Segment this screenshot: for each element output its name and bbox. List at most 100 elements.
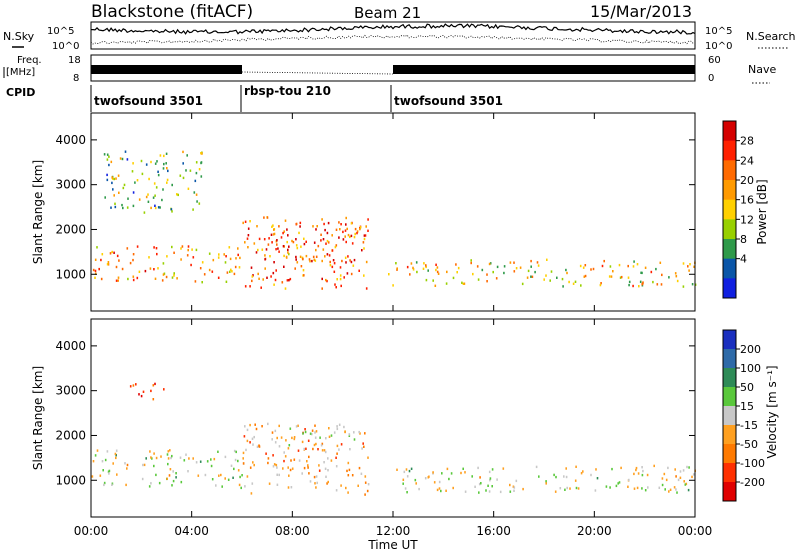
echo-early-band-76	[199, 460, 202, 463]
echo-late-band-54	[455, 263, 457, 266]
echo-late-band-31	[605, 485, 608, 488]
echo-midday-main-27	[363, 445, 365, 448]
echo-late-band-94	[569, 487, 571, 490]
echo-midday-main-28	[291, 467, 294, 470]
echo-midday-main-128	[251, 275, 254, 278]
echo-early-band-15	[92, 460, 95, 463]
echo-early-band-79	[142, 463, 144, 467]
echo-midday-main-60	[245, 448, 247, 452]
echo-late-band-82	[561, 277, 564, 281]
echo-rising-arc-26	[295, 255, 297, 259]
ytick-label-2: 2000	[55, 222, 86, 236]
echo-midday-main-101	[250, 492, 253, 495]
echo-far-patch-86	[156, 160, 158, 163]
echo-far-patch-57	[112, 188, 114, 191]
echo-late-band-58	[683, 480, 685, 483]
echo-far-patch-85	[118, 191, 120, 194]
echo-far-patch-65	[201, 152, 203, 155]
cpid-segment-2: rbsp-tou 210	[244, 84, 331, 98]
echo-late-band-100	[575, 465, 577, 468]
echo-far-patch-0	[131, 170, 134, 173]
echo-midday-main-81	[325, 475, 327, 478]
echo-midday-main-93	[342, 230, 344, 234]
echo-early-band-90	[210, 464, 213, 468]
echo-midday-main-137	[263, 216, 265, 219]
echo-midday-main-141	[274, 278, 277, 282]
echo-midday-main-74	[266, 216, 269, 219]
echo-late-band-120	[635, 468, 637, 472]
echo-early-band-53	[218, 253, 220, 256]
echo-far-patch-49	[115, 177, 117, 180]
echo-early-band-27	[163, 272, 166, 275]
echo-far-patch-101	[157, 170, 159, 173]
echo-late-band-35	[685, 482, 688, 486]
velocity-ylabel: Slant Range [km]	[31, 366, 45, 470]
colorbar-segment-3	[723, 180, 736, 201]
echo-late-band-101	[601, 264, 604, 268]
echo-midday-main-83	[255, 251, 258, 254]
freq-label-line1: Freq.	[17, 55, 42, 66]
echo-midday-main-15	[339, 274, 342, 277]
echo-midday-main-6	[324, 228, 326, 232]
echo-early-band-52	[94, 258, 97, 261]
echo-rising-arc-56	[287, 248, 289, 252]
echo-far-patch-84	[126, 206, 129, 209]
echo-midday-main-20	[274, 441, 277, 444]
echo-early-band-31	[225, 255, 227, 258]
echo-midday-main-57	[358, 430, 360, 434]
echo-early-band-86	[231, 270, 233, 273]
echo-early-band-30	[223, 253, 225, 256]
echo-early-band-28	[234, 458, 237, 462]
echo-far-patch-55	[106, 153, 109, 156]
echo-midday-main-95	[264, 267, 266, 270]
echo-midday-main-144	[244, 220, 247, 223]
echo-late-band-110	[684, 483, 687, 486]
echo-midday-main-90	[275, 248, 277, 251]
echo-midday-main-12	[246, 428, 249, 432]
echo-late-band-71	[689, 263, 691, 266]
echo-late-band-27	[478, 482, 481, 486]
echo-early-band-21	[237, 247, 239, 250]
echo-midday-main-61	[333, 270, 336, 273]
echo-rising-arc-22	[361, 249, 363, 252]
echo-arc-top-14	[348, 433, 351, 436]
echo-arc-top-6	[319, 436, 321, 439]
echo-early-band-59	[167, 462, 169, 466]
echo-early-band-84	[194, 280, 197, 283]
echo-far-patch-39	[161, 198, 163, 202]
echo-late-band-0	[592, 267, 595, 271]
echo-early-band-40	[173, 274, 175, 277]
echo-late-band-53	[452, 486, 454, 490]
echo-early-band-74	[238, 266, 241, 269]
echo-early-band-33	[162, 262, 165, 265]
echo-midday-main-136	[268, 482, 271, 485]
cpid-segment-1: twofsound 3501	[94, 94, 203, 108]
echo-late-band-98	[599, 283, 602, 287]
echo-late-band-118	[641, 282, 644, 285]
echo-late-band-36	[658, 486, 661, 489]
echo-early-band-54	[98, 267, 100, 271]
echo-midday-main-104	[270, 275, 272, 278]
echo-early-band-18	[217, 276, 220, 279]
colorbar-tick-label-5: 8	[740, 233, 747, 246]
echo-midday-main-67	[308, 455, 310, 459]
echo-early-band-35	[211, 270, 214, 273]
echo-far-patch-89	[157, 206, 160, 209]
echo-midday-main-132	[354, 232, 356, 236]
echo-late-band-99	[491, 468, 494, 471]
echo-rising-arc-17	[317, 244, 320, 248]
echo-arc-top-3	[314, 431, 316, 434]
echo-midday-main-134	[338, 236, 340, 239]
echo-rising-arc-25	[305, 240, 307, 243]
echo-late-band-18	[642, 469, 644, 473]
echo-midday-main-23	[249, 220, 251, 223]
time-axis-ticks: 00:00 04:00 08:00 12:00 16:00 20:00 00:00	[74, 113, 712, 538]
echo-midday-main-47	[253, 242, 256, 245]
echo-late-band-86	[513, 489, 515, 492]
echo-midday-main-53	[255, 427, 258, 431]
echo-far-patch-47	[106, 158, 109, 161]
echo-far-patch-46	[103, 153, 106, 156]
echo-late-band-62	[415, 261, 418, 264]
colorbar-segment-6	[723, 444, 736, 464]
echo-late-band-127	[564, 488, 566, 491]
